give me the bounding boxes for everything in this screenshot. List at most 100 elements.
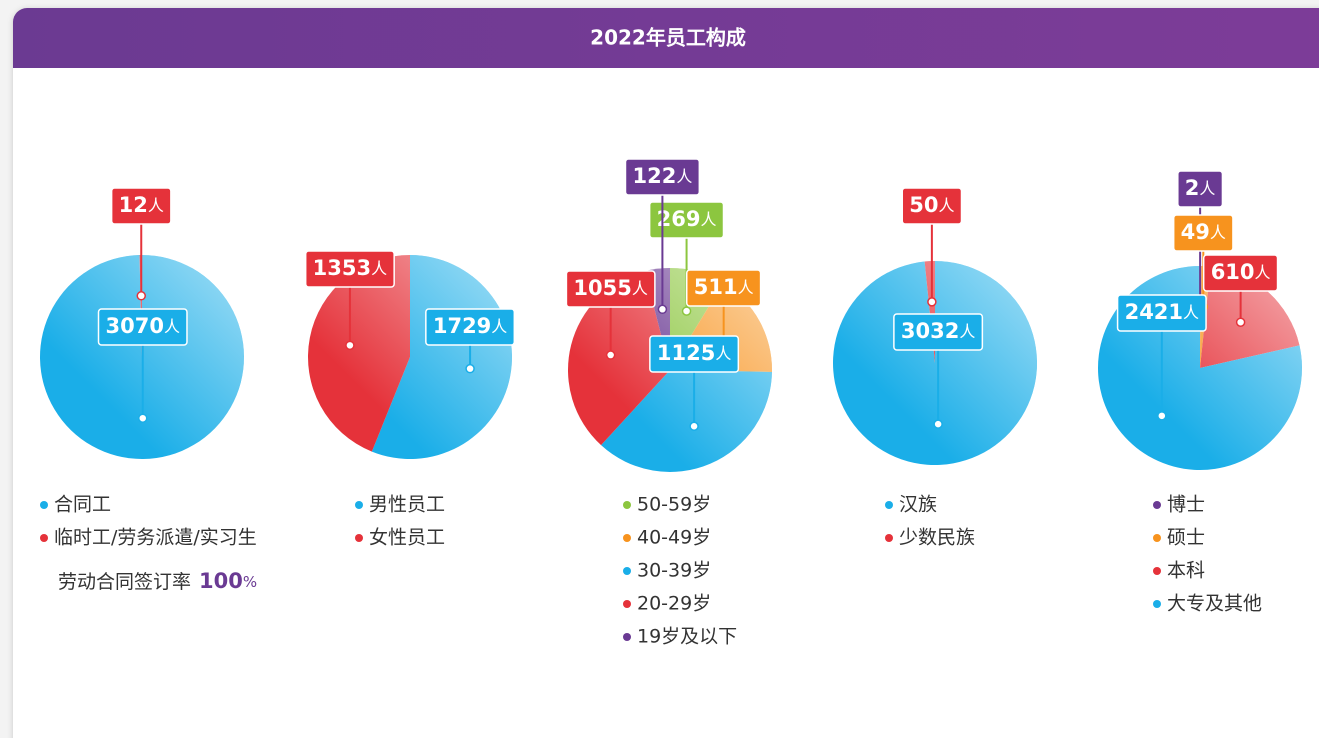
- callout-dot: [927, 297, 937, 307]
- value-unit: 人: [738, 278, 754, 297]
- legend-dot: [623, 534, 631, 542]
- value-label: 122人: [624, 158, 701, 196]
- callout-dot: [689, 421, 699, 432]
- header-title: 2022年员工构成: [590, 26, 746, 50]
- value-label-text: 3070人: [106, 314, 180, 338]
- callout-dot: [1235, 317, 1246, 327]
- value-label-box: [648, 201, 725, 239]
- callout-dot: [465, 363, 475, 374]
- callout-dot: [345, 340, 355, 351]
- value-label-text: 49人: [1181, 220, 1226, 244]
- value-label: 49人: [1172, 214, 1234, 252]
- value-label-text: 1125人: [657, 341, 731, 365]
- value-label-text: 2人: [1185, 176, 1216, 200]
- annotation-text: 劳动合同签订率: [58, 571, 191, 593]
- value-label: 511人: [685, 269, 762, 307]
- value-label-text: 1055人: [573, 276, 647, 300]
- value-label-box: [1202, 254, 1279, 292]
- value-number: 1353: [313, 256, 371, 280]
- header-bar: [13, 8, 1319, 68]
- value-label: 1055人: [565, 270, 656, 308]
- legend-label: 40-49岁: [637, 527, 711, 549]
- annotation: 劳动合同签订率 100%: [58, 569, 257, 593]
- legend-dot: [1153, 600, 1161, 608]
- value-label: 12人: [110, 187, 172, 225]
- value-label-text: 2421人: [1125, 300, 1199, 324]
- value-label: 3070人: [97, 308, 188, 346]
- value-number: 1125: [657, 341, 715, 365]
- value-label-text: 511人: [694, 275, 754, 299]
- value-number: 610: [1211, 260, 1255, 284]
- legend-dot: [623, 600, 631, 608]
- value-unit: 人: [700, 210, 716, 229]
- value-unit: 人: [938, 196, 954, 215]
- value-number: 3032: [901, 319, 959, 343]
- value-unit: 人: [1255, 263, 1271, 282]
- legend-label: 本科: [1167, 560, 1205, 582]
- legend-dot: [623, 567, 631, 575]
- value-label: 1353人: [304, 250, 395, 288]
- callout-dot: [605, 350, 616, 360]
- legend-label: 大专及其他: [1167, 593, 1262, 615]
- value-number: 12: [119, 193, 148, 217]
- legend-dot: [1153, 534, 1161, 542]
- legend-label: 30-39岁: [637, 560, 711, 582]
- value-unit: 人: [632, 279, 648, 298]
- value-unit: 人: [959, 322, 975, 341]
- value-label: 2人: [1177, 170, 1224, 208]
- value-number: 511: [694, 275, 738, 299]
- value-label-box: [425, 308, 516, 346]
- value-label-box: [901, 187, 963, 225]
- value-label: 3032人: [893, 313, 984, 351]
- value-label-box: [624, 158, 701, 196]
- value-label-text: 610人: [1211, 260, 1271, 284]
- legend-dot: [1153, 567, 1161, 575]
- value-number: 3070: [106, 314, 164, 338]
- legend-dot: [355, 534, 363, 542]
- value-number: 269: [657, 207, 701, 231]
- value-label-box: [565, 270, 656, 308]
- annotation-unit: %: [243, 573, 257, 591]
- legend-label: 男性员工: [369, 494, 445, 516]
- value-number: 1729: [433, 314, 491, 338]
- value-label: 1125人: [649, 335, 740, 373]
- legend-dot: [623, 501, 631, 509]
- annotation-value: 100: [199, 569, 243, 593]
- value-number: 2: [1185, 176, 1200, 200]
- value-label-text: 3032人: [901, 319, 975, 343]
- legend-dot: [40, 534, 48, 542]
- value-label-box: [97, 308, 188, 346]
- value-unit: 人: [1199, 179, 1215, 198]
- value-unit: 人: [1210, 223, 1226, 242]
- value-label-text: 50人: [909, 193, 954, 217]
- value-label-box: [1116, 294, 1207, 332]
- callout-dot: [136, 291, 147, 301]
- legend-dot: [40, 501, 48, 509]
- legend-label: 硕士: [1167, 527, 1205, 549]
- value-unit: 人: [164, 317, 180, 336]
- value-unit: 人: [371, 259, 387, 278]
- value-label-box: [1177, 170, 1224, 208]
- legend-dot: [885, 501, 893, 509]
- legend-label: 19岁及以下: [637, 626, 737, 648]
- value-label-text: 1353人: [313, 256, 387, 280]
- value-label-box: [649, 335, 740, 373]
- value-label-text: 122人: [632, 164, 692, 188]
- legend-dot: [355, 501, 363, 509]
- value-number: 2421: [1125, 300, 1183, 324]
- value-label-box: [110, 187, 172, 225]
- legend-dot: [1153, 501, 1161, 509]
- value-unit: 人: [676, 167, 692, 186]
- value-label: 1729人: [425, 308, 516, 346]
- legend-label: 合同工: [54, 494, 111, 516]
- value-label-text: 269人: [657, 207, 717, 231]
- value-number: 122: [632, 164, 676, 188]
- value-label: 2421人: [1116, 294, 1207, 332]
- legend-label: 女性员工: [369, 527, 445, 549]
- value-unit: 人: [715, 344, 731, 363]
- value-number: 1055: [573, 276, 631, 300]
- legend-label: 临时工/劳务派遣/实习生: [54, 527, 257, 549]
- value-label-text: 1729人: [433, 314, 507, 338]
